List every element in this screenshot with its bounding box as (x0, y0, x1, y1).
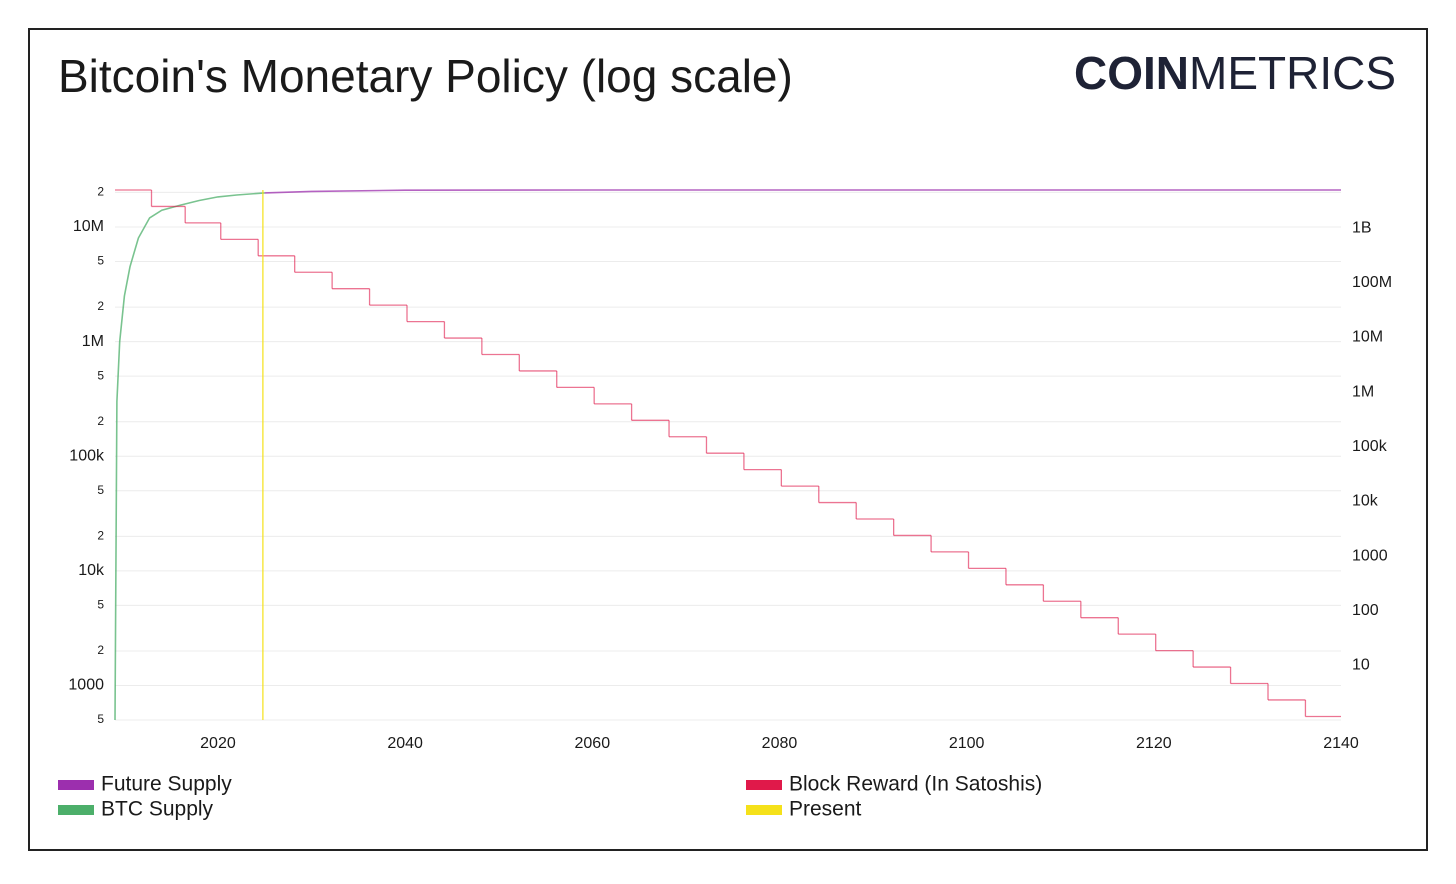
y-tick-label: 10k (78, 562, 105, 579)
x-tick-label: 2060 (575, 735, 611, 752)
brand-light: METRICS (1189, 47, 1396, 99)
x-tick-label: 2040 (387, 735, 423, 752)
y-tick-label: 2 (97, 529, 104, 543)
y2-tick-label: 1B (1352, 219, 1372, 236)
x-tick-label: 2100 (949, 735, 985, 752)
frame (28, 28, 1428, 851)
x-tick-label: 2080 (762, 735, 798, 752)
series-line (114, 192, 265, 721)
x-tick-label: 2020 (200, 735, 236, 752)
y2-tick-label: 1000 (1352, 547, 1388, 564)
y-tick-label: 5 (97, 368, 104, 382)
series-line (264, 189, 1341, 194)
y-tick-label: 5 (97, 712, 104, 726)
y-tick-label: 100k (69, 447, 105, 464)
y-tick-label: 10M (73, 218, 104, 235)
legend-swatch (58, 780, 94, 790)
x-tick-label: 2120 (1136, 735, 1172, 752)
brand-bold: COIN (1074, 47, 1189, 99)
x-tick-label: 2140 (1323, 735, 1359, 752)
legend-swatch (746, 780, 782, 790)
y2-tick-label: 100M (1352, 274, 1392, 291)
y2-tick-label: 100 (1352, 602, 1379, 619)
legend-label: Future Supply (101, 773, 232, 796)
legend-label: Present (789, 798, 862, 821)
legend-swatch (58, 805, 94, 815)
y-tick-label: 5 (97, 598, 104, 612)
y-tick-label: 2 (97, 414, 104, 428)
y-tick-label: 1M (82, 333, 104, 350)
y-tick-label: 2 (97, 185, 104, 199)
y-tick-label: 5 (97, 483, 104, 497)
legend-label: Block Reward (In Satoshis) (789, 773, 1042, 796)
brand: COINMETRICS (1074, 47, 1396, 99)
y-tick-label: 2 (97, 643, 104, 657)
legend-swatch (746, 805, 782, 815)
y-tick-label: 5 (97, 254, 104, 268)
y-tick-label: 2 (97, 299, 104, 313)
y2-tick-label: 10k (1352, 493, 1379, 510)
y2-tick-label: 10M (1352, 329, 1383, 346)
legend-label: BTC Supply (101, 798, 214, 821)
y2-tick-label: 10 (1352, 657, 1370, 674)
y2-tick-label: 1M (1352, 383, 1374, 400)
chart-title: Bitcoin's Monetary Policy (log scale) (58, 50, 793, 102)
y2-tick-label: 100k (1352, 438, 1388, 455)
y-tick-label: 1000 (68, 677, 104, 694)
